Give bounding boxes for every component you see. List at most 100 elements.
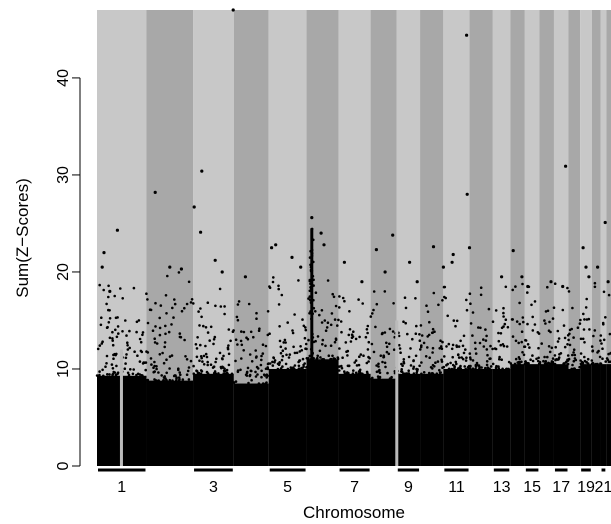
data-point — [366, 324, 370, 328]
data-point — [369, 315, 373, 318]
dense-points-14 — [510, 364, 525, 466]
data-point — [557, 337, 561, 340]
data-point — [215, 357, 218, 361]
data-point — [511, 288, 514, 292]
data-point — [572, 359, 576, 363]
data-point — [520, 360, 523, 364]
data-point — [599, 339, 602, 342]
data-point — [513, 362, 517, 366]
data-point — [352, 330, 355, 334]
data-point — [431, 372, 434, 375]
data-point — [498, 355, 501, 359]
dense-points-11 — [443, 368, 470, 466]
data-point — [340, 366, 344, 370]
data-point — [542, 359, 545, 363]
data-point — [529, 358, 532, 362]
data-point — [132, 368, 135, 371]
data-point — [259, 363, 263, 367]
data-point — [141, 333, 144, 337]
data-point — [535, 357, 538, 361]
data-point — [452, 319, 456, 322]
data-point — [334, 337, 338, 341]
outlier-point — [603, 220, 607, 225]
data-point — [346, 354, 349, 357]
data-point — [131, 372, 135, 376]
data-point — [414, 332, 418, 336]
chromosome-band-18 — [568, 10, 581, 466]
data-point — [464, 367, 468, 371]
dense-points-16 — [539, 364, 554, 466]
outlier-point — [450, 260, 454, 264]
data-point — [305, 347, 308, 351]
outlier-point — [467, 246, 472, 250]
data-point — [101, 340, 104, 344]
data-point — [316, 354, 320, 358]
data-point — [250, 360, 254, 363]
data-point — [605, 357, 609, 360]
data-point — [522, 353, 526, 357]
data-point — [608, 332, 611, 336]
data-point — [276, 362, 280, 366]
data-point — [455, 345, 459, 349]
data-point — [485, 348, 489, 351]
data-point — [133, 350, 136, 354]
data-point — [227, 363, 231, 367]
data-point — [517, 360, 521, 364]
data-point — [108, 317, 112, 320]
data-point — [321, 338, 325, 342]
data-point — [107, 284, 110, 288]
data-point — [291, 329, 294, 332]
data-point — [401, 364, 404, 368]
data-point — [240, 357, 243, 360]
data-point — [321, 343, 324, 346]
data-point — [420, 372, 423, 376]
data-point — [331, 292, 335, 296]
x-tick-label: 3 — [209, 479, 218, 496]
data-point — [159, 304, 163, 307]
data-point — [260, 354, 263, 358]
data-point — [392, 302, 395, 305]
data-point — [236, 318, 240, 322]
outlier-point — [102, 251, 106, 255]
data-point — [281, 349, 285, 353]
data-point — [374, 325, 377, 329]
data-point — [278, 339, 282, 343]
data-point — [338, 347, 341, 350]
data-point — [272, 276, 275, 279]
data-point — [412, 359, 415, 363]
data-point — [489, 365, 493, 368]
data-point — [266, 310, 270, 313]
data-point — [187, 366, 191, 369]
data-point — [522, 320, 525, 324]
data-point — [486, 367, 490, 371]
data-point — [153, 364, 156, 368]
data-point — [406, 332, 409, 336]
data-point — [334, 304, 338, 308]
data-point — [437, 303, 440, 307]
data-point — [553, 282, 557, 286]
data-point — [211, 366, 215, 369]
data-point — [332, 295, 336, 299]
data-point — [164, 332, 167, 336]
data-point — [144, 361, 148, 364]
data-point — [540, 342, 543, 345]
data-point — [566, 362, 570, 366]
outlier-point — [200, 169, 204, 173]
data-point — [571, 353, 574, 357]
chromosome-points-9 — [395, 296, 422, 466]
data-point — [447, 367, 451, 371]
data-point — [404, 306, 408, 310]
sparse-gap-1 — [395, 320, 399, 466]
data-point — [439, 371, 443, 374]
data-point — [124, 356, 128, 360]
data-point — [248, 374, 252, 378]
data-point — [468, 292, 472, 296]
data-point — [385, 345, 389, 349]
chromosome-points-14 — [509, 282, 526, 466]
data-point — [537, 346, 540, 350]
data-point — [559, 352, 563, 355]
data-point — [425, 304, 428, 308]
outlier-point — [596, 265, 600, 269]
data-point — [479, 326, 482, 330]
data-point — [214, 304, 217, 308]
